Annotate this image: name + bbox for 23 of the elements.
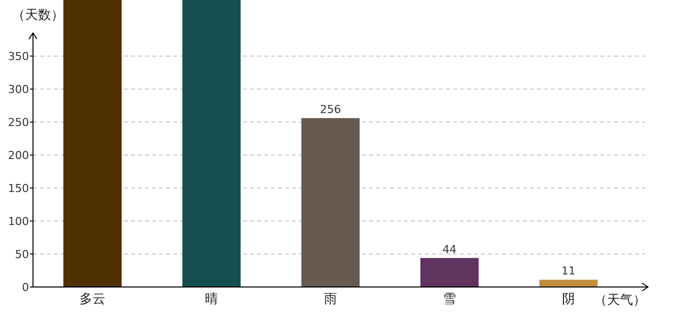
y-tick-label: 100 — [8, 215, 29, 228]
x-axis-title: （天气） — [594, 293, 646, 308]
x-tick-label: 晴 — [205, 292, 218, 307]
x-tick-label: 雨 — [324, 292, 337, 307]
x-tick-label: 雪 — [443, 292, 456, 307]
bar — [182, 0, 241, 287]
y-tick-label: 250 — [8, 116, 29, 130]
data-label: 44 — [442, 242, 456, 256]
x-tick-label: 多云 — [80, 292, 106, 307]
y-axis-title: （天数） — [12, 8, 64, 23]
x-tick-label: 阴 — [562, 292, 575, 307]
bar — [301, 118, 360, 287]
y-tick-label: 150 — [8, 182, 29, 196]
bar — [63, 0, 122, 287]
y-tick-label: 300 — [8, 83, 29, 96]
y-tick-label: 350 — [8, 50, 29, 64]
y-tick-label: 200 — [8, 149, 29, 162]
y-tick-label: 50 — [15, 248, 29, 262]
data-label: 11 — [562, 264, 576, 278]
y-tick-label: 0 — [22, 281, 29, 294]
bar — [420, 258, 479, 287]
data-label: 256 — [320, 103, 341, 116]
bar — [539, 280, 598, 287]
